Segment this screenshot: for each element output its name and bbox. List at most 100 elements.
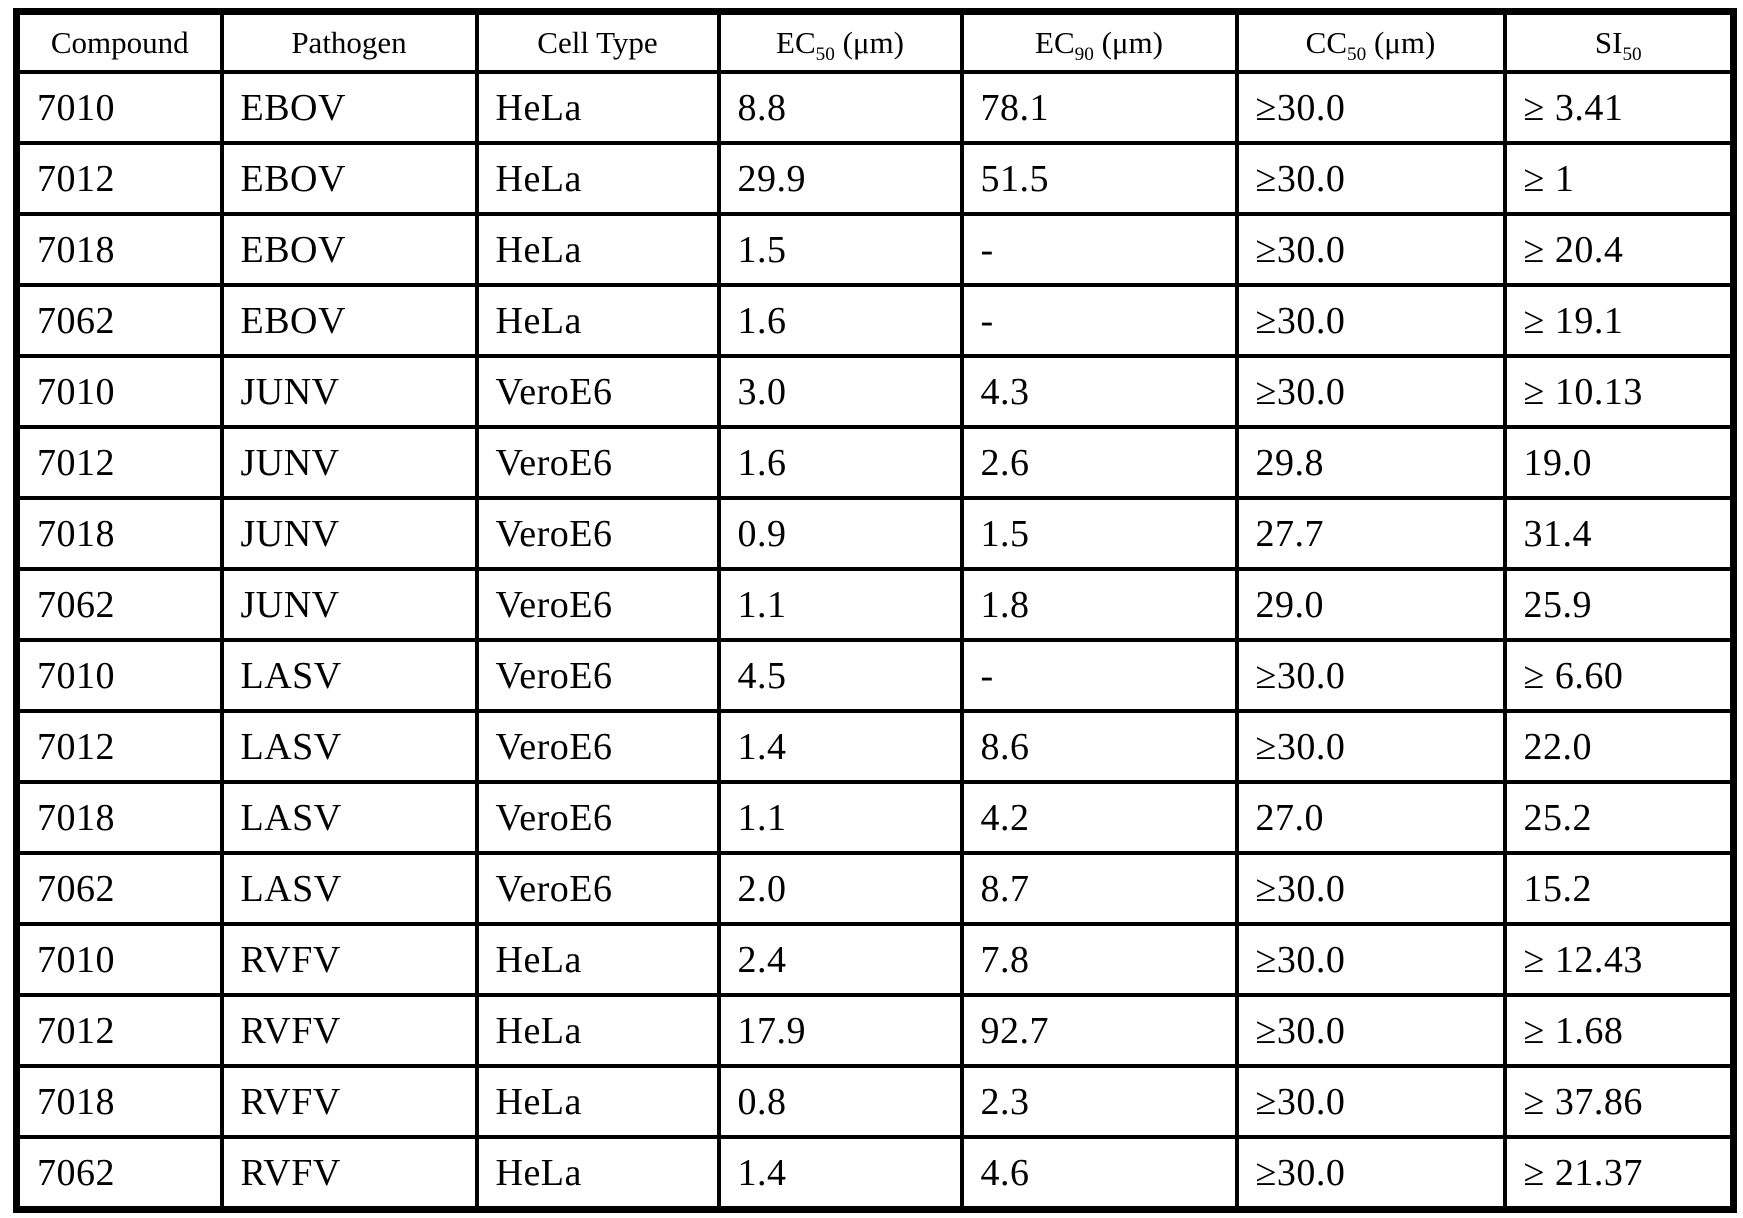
table-header-row: Compound Pathogen Cell Type EC50 (μm) EC… xyxy=(14,9,1736,74)
table-cell: ≥30.0 xyxy=(1234,70,1507,145)
table-cell: JUNV xyxy=(219,425,479,500)
table-cell: 8.8 xyxy=(716,70,964,145)
table-row: 7062 LASV VeroE6 2.0 8.7 ≥30.0 15.2 xyxy=(14,851,1736,926)
table-cell: EBOV xyxy=(219,283,479,358)
table-cell: 7012 xyxy=(14,709,224,784)
table-cell: 92.7 xyxy=(959,993,1239,1068)
table-cell: 7010 xyxy=(14,638,224,713)
table-cell: 0.9 xyxy=(716,496,964,571)
table-cell: VeroE6 xyxy=(474,709,721,784)
table-cell: 7018 xyxy=(14,212,224,287)
table-cell: 7062 xyxy=(14,851,224,926)
table-cell: HeLa xyxy=(474,1135,721,1212)
table-cell: 22.0 xyxy=(1502,709,1736,784)
table-cell: ≥30.0 xyxy=(1234,1064,1507,1139)
table-cell: VeroE6 xyxy=(474,354,721,429)
table-cell: ≥ 10.13 xyxy=(1502,354,1736,429)
table-cell: ≥30.0 xyxy=(1234,851,1507,926)
table-row: 7012 JUNV VeroE6 1.6 2.6 29.8 19.0 xyxy=(14,425,1736,500)
table-cell: 1.6 xyxy=(716,425,964,500)
table-cell: EBOV xyxy=(219,212,479,287)
table-cell: RVFV xyxy=(219,922,479,997)
table-cell: 7062 xyxy=(14,283,224,358)
column-header-ec90: EC90 (μm) xyxy=(959,9,1239,74)
table-cell: ≥30.0 xyxy=(1234,638,1507,713)
table-cell: 17.9 xyxy=(716,993,964,1068)
column-header-pathogen: Pathogen xyxy=(219,9,479,74)
table-row: 7010 EBOV HeLa 8.8 78.1 ≥30.0 ≥ 3.41 xyxy=(14,70,1736,145)
table-cell: HeLa xyxy=(474,993,721,1068)
table-cell: 29.9 xyxy=(716,141,964,216)
antiviral-activity-table: Compound Pathogen Cell Type EC50 (μm) EC… xyxy=(13,8,1737,1213)
table-cell: JUNV xyxy=(219,354,479,429)
table-cell: 4.6 xyxy=(959,1135,1239,1212)
table-cell: 2.0 xyxy=(716,851,964,926)
table-cell: RVFV xyxy=(219,1064,479,1139)
table-cell: ≥30.0 xyxy=(1234,283,1507,358)
table-cell: ≥ 21.37 xyxy=(1502,1135,1736,1212)
table-cell: LASV xyxy=(219,780,479,855)
table-cell: 7012 xyxy=(14,993,224,1068)
table-row: 7018 LASV VeroE6 1.1 4.2 27.0 25.2 xyxy=(14,780,1736,855)
table-row: 7010 LASV VeroE6 4.5- ≥30.0 ≥ 6.60 xyxy=(14,638,1736,713)
table-cell: 15.2 xyxy=(1502,851,1736,926)
table-body: 7010 EBOV HeLa 8.8 78.1 ≥30.0 ≥ 3.41 7012 EBOV He… xyxy=(14,70,1736,1212)
table-cell: ≥30.0 xyxy=(1234,141,1507,216)
table-cell: HeLa xyxy=(474,1064,721,1139)
table-row: 7012 LASV VeroE6 1.4 8.6 ≥30.0 22.0 xyxy=(14,709,1736,784)
table-cell: 31.4 xyxy=(1502,496,1736,571)
table-cell: 4.5 xyxy=(716,638,964,713)
table-cell: 29.8 xyxy=(1234,425,1507,500)
table-cell: 8.7 xyxy=(959,851,1239,926)
column-header-cell-type: Cell Type xyxy=(474,9,721,74)
table-cell: ≥ 6.60 xyxy=(1502,638,1736,713)
table-cell: 4.2 xyxy=(959,780,1239,855)
table-cell: 1.6 xyxy=(716,283,964,358)
table-cell: 1.8 xyxy=(959,567,1239,642)
table-cell: 7018 xyxy=(14,1064,224,1139)
table-cell: VeroE6 xyxy=(474,567,721,642)
table-cell: HeLa xyxy=(474,922,721,997)
table-cell: 2.6 xyxy=(959,425,1239,500)
table-cell: LASV xyxy=(219,851,479,926)
table-row: 7062 RVFV HeLa 1.4 4.6 ≥30.0 ≥ 21.37 xyxy=(14,1135,1736,1212)
table-row: 7018 RVFV HeLa 0.8 2.3 ≥30.0 ≥ 37.86 xyxy=(14,1064,1736,1139)
table-cell: ≥ 1.68 xyxy=(1502,993,1736,1068)
table-cell: ≥ 19.1 xyxy=(1502,283,1736,358)
table-cell: 78.1 xyxy=(959,70,1239,145)
table-cell: RVFV xyxy=(219,1135,479,1212)
table-cell: VeroE6 xyxy=(474,425,721,500)
table-cell: ≥30.0 xyxy=(1234,1135,1507,1212)
table-cell: 7.8 xyxy=(959,922,1239,997)
table-cell: EBOV xyxy=(219,70,479,145)
table-cell: 51.5 xyxy=(959,141,1239,216)
table-cell: 1.1 xyxy=(716,567,964,642)
table-cell: 7012 xyxy=(14,425,224,500)
table-cell: ≥ 1 xyxy=(1502,141,1736,216)
table-cell: VeroE6 xyxy=(474,638,721,713)
table-cell: 7012 xyxy=(14,141,224,216)
column-header-ec50: EC50 (μm) xyxy=(716,9,964,74)
table-cell: HeLa xyxy=(474,283,721,358)
table-cell: ≥30.0 xyxy=(1234,354,1507,429)
table-cell: RVFV xyxy=(219,993,479,1068)
table-cell: 1.4 xyxy=(716,709,964,784)
table-cell: 7018 xyxy=(14,780,224,855)
table-cell: 29.0 xyxy=(1234,567,1507,642)
table-row: 7010 RVFV HeLa 2.4 7.8 ≥30.0 ≥ 12.43 xyxy=(14,922,1736,997)
table-cell: HeLa xyxy=(474,141,721,216)
table-cell: 19.0 xyxy=(1502,425,1736,500)
table-row: 7062 EBOV HeLa 1.6- ≥30.0 ≥ 19.1 xyxy=(14,283,1736,358)
table-row: 7062 JUNV VeroE6 1.1 1.8 29.0 25.9 xyxy=(14,567,1736,642)
table-cell: VeroE6 xyxy=(474,851,721,926)
column-header-cc50: CC50 (μm) xyxy=(1234,9,1507,74)
table-cell: 1.5 xyxy=(959,496,1239,571)
table-cell: 3.0 xyxy=(716,354,964,429)
table-cell: 2.4 xyxy=(716,922,964,997)
table-cell: VeroE6 xyxy=(474,780,721,855)
table-cell: LASV xyxy=(219,709,479,784)
table-row: 7018 EBOV HeLa 1.5- ≥30.0 ≥ 20.4 xyxy=(14,212,1736,287)
table-cell: - xyxy=(959,212,1239,287)
table-cell: 0.8 xyxy=(716,1064,964,1139)
table-cell: ≥ 3.41 xyxy=(1502,70,1736,145)
